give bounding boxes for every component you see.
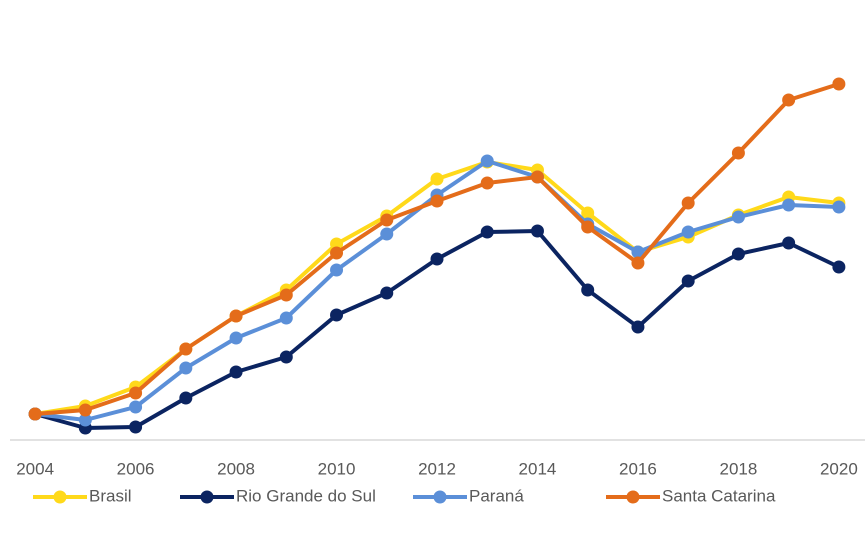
- series-point: [631, 256, 645, 270]
- legend-label: Rio Grande do Sul: [236, 486, 376, 505]
- x-tick-label: 2020: [820, 459, 858, 478]
- series-point: [782, 236, 796, 250]
- legend-label: Santa Catarina: [662, 486, 776, 505]
- legend-marker: [53, 490, 67, 504]
- series-point: [179, 391, 193, 405]
- series-point: [229, 331, 243, 345]
- series-point: [731, 146, 745, 160]
- series-point: [78, 403, 92, 417]
- series-point: [731, 210, 745, 224]
- series-point: [631, 320, 645, 334]
- legend-marker: [200, 490, 214, 504]
- x-tick-label: 2010: [318, 459, 356, 478]
- legend-label: Brasil: [89, 486, 132, 505]
- x-tick-label: 2012: [418, 459, 456, 478]
- series-point: [631, 245, 645, 259]
- series-point: [581, 206, 595, 220]
- series-point: [129, 400, 143, 414]
- series-point: [229, 309, 243, 323]
- series-point: [430, 172, 444, 186]
- series-point: [581, 283, 595, 297]
- series-point: [78, 413, 92, 427]
- series-point: [681, 196, 695, 210]
- series-point: [681, 274, 695, 288]
- series-point: [330, 308, 344, 322]
- series-point: [782, 198, 796, 212]
- legend-marker: [626, 490, 640, 504]
- series-point: [832, 77, 846, 91]
- series-point: [279, 350, 293, 364]
- series-point: [731, 247, 745, 261]
- series-point: [330, 263, 344, 277]
- series-point: [330, 246, 344, 260]
- series-point: [782, 93, 796, 107]
- series-point: [380, 227, 394, 241]
- series-point: [832, 260, 846, 274]
- series-point: [330, 237, 344, 251]
- series-point: [581, 220, 595, 234]
- legend-marker: [433, 490, 447, 504]
- series-point: [832, 200, 846, 214]
- x-tick-label: 2014: [519, 459, 557, 478]
- x-tick-label: 2004: [16, 459, 54, 478]
- series-point: [179, 361, 193, 375]
- series-line: [34, 82, 840, 416]
- series-point: [530, 224, 544, 238]
- legend-label: Paraná: [469, 486, 524, 505]
- series-point: [480, 176, 494, 190]
- series-point: [681, 225, 695, 239]
- series-point: [480, 225, 494, 239]
- series-point: [279, 311, 293, 325]
- series-point: [129, 386, 143, 400]
- x-tick-label: 2006: [117, 459, 155, 478]
- x-tick-label: 2018: [719, 459, 757, 478]
- series-point: [530, 170, 544, 184]
- series-point: [129, 420, 143, 434]
- x-tick-label: 2016: [619, 459, 657, 478]
- series-point: [430, 252, 444, 266]
- series-point: [380, 213, 394, 227]
- series-point: [380, 286, 394, 300]
- series-point: [279, 288, 293, 302]
- series-point: [28, 407, 42, 421]
- series-point: [229, 365, 243, 379]
- series-point: [430, 194, 444, 208]
- x-tick-label: 2008: [217, 459, 255, 478]
- series-point: [480, 154, 494, 168]
- series-point: [179, 342, 193, 356]
